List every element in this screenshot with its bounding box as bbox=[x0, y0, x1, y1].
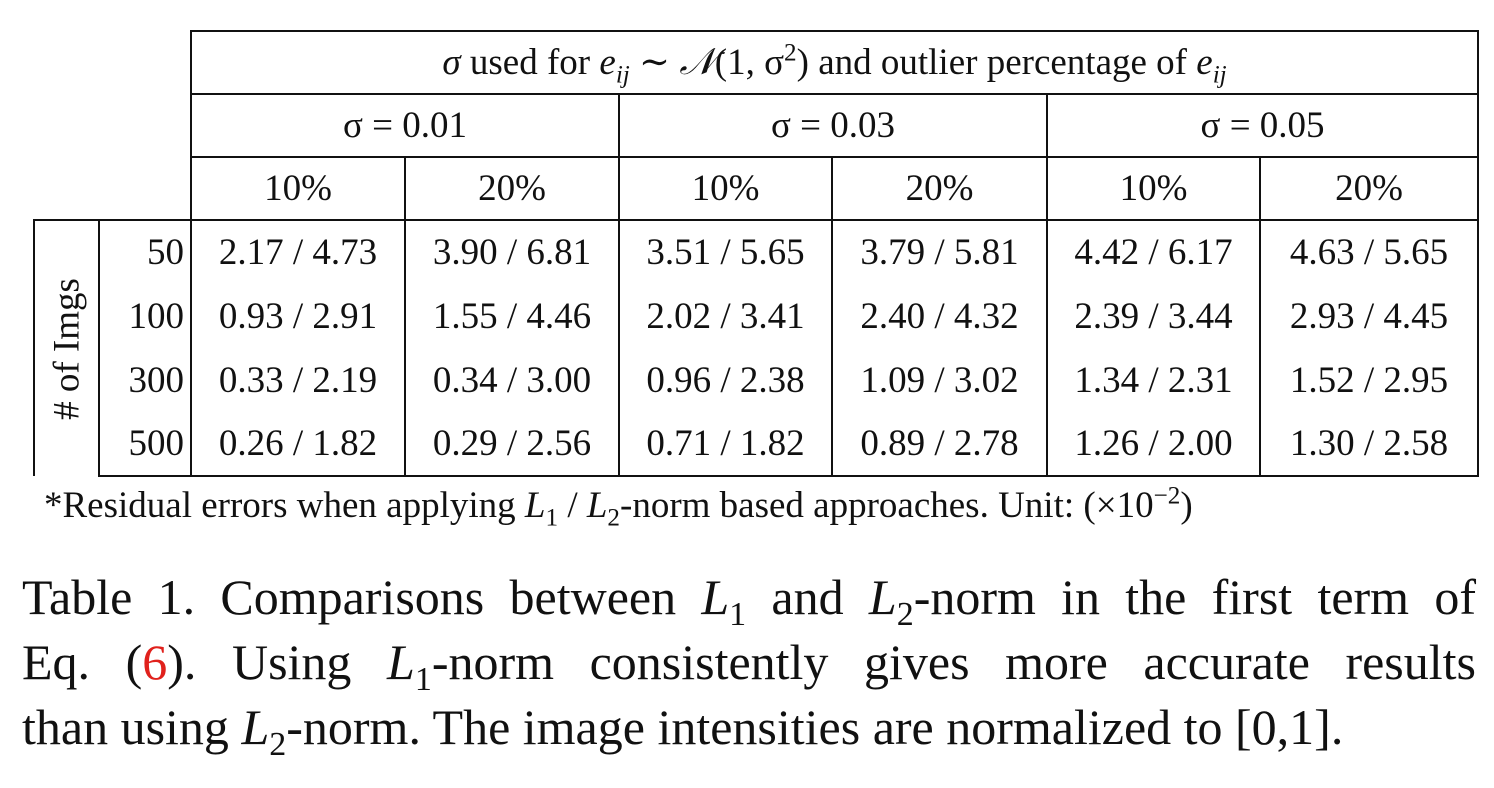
caption-text: than using bbox=[22, 699, 242, 755]
corner-blank-2 bbox=[34, 94, 191, 157]
sigma-header: σ = 0.05 bbox=[1045, 93, 1480, 158]
table-cell: 4.63 / 5.65 bbox=[1258, 219, 1480, 284]
l-symbol: L bbox=[241, 699, 270, 755]
pct-header: 20% bbox=[1258, 156, 1480, 221]
table-caption: Table 1. Comparisons between L1 and L2-n… bbox=[22, 565, 1476, 763]
normal-dist-symbol: 𝒩 bbox=[679, 42, 715, 83]
table-cell: 0.89 / 2.78 bbox=[831, 412, 1048, 477]
sigma-symbol: σ bbox=[442, 42, 461, 83]
l2-subscript: 2 bbox=[607, 504, 620, 532]
footnote-text-1: *Residual errors when applying bbox=[44, 485, 525, 526]
caption-text: ). Using bbox=[167, 634, 387, 690]
footnote-slash: / bbox=[558, 485, 587, 526]
footnote-text-2: -norm based approaches. Unit: (×10 bbox=[620, 485, 1154, 526]
pct-header: 20% bbox=[831, 156, 1048, 221]
e-subscript: ij bbox=[615, 61, 630, 89]
caption-line-3: than using L2-norm. The image intensitie… bbox=[22, 695, 1476, 763]
l-symbol-2: L bbox=[586, 485, 608, 526]
table-cell: 0.71 / 1.82 bbox=[618, 412, 833, 477]
l-symbol: L bbox=[524, 485, 546, 526]
sigma-header: σ = 0.03 bbox=[618, 93, 1048, 158]
header-main: σ used for eij ∼ 𝒩(1, σ2) and outlier pe… bbox=[189, 30, 1480, 95]
e-symbol: e bbox=[599, 42, 616, 83]
pct-header: 10% bbox=[618, 156, 833, 221]
table-cell: 1.30 / 2.58 bbox=[1258, 412, 1480, 477]
caption-text: -norm. The image intensities are normali… bbox=[286, 699, 1344, 755]
table-cell: 2.93 / 4.45 bbox=[1258, 284, 1480, 348]
l1-subscript: 1 bbox=[729, 596, 747, 633]
caption-text: -norm consistently gives more accurate r… bbox=[431, 634, 1476, 690]
l-symbol: L bbox=[387, 634, 415, 690]
squared-superscript: 2 bbox=[784, 39, 797, 67]
table-cell: 0.34 / 3.00 bbox=[404, 348, 620, 412]
l1-subscript: 1 bbox=[545, 504, 559, 532]
table-row: 300 0.33 / 2.19 0.34 / 3.00 0.96 / 2.38 … bbox=[34, 348, 1480, 412]
l2-subscript: 2 bbox=[269, 726, 287, 763]
l-symbol: L bbox=[701, 569, 730, 625]
table-cell: 2.02 / 3.41 bbox=[618, 284, 833, 348]
table-cell: 1.34 / 2.31 bbox=[1046, 348, 1261, 412]
caption-line-1: Table 1. Comparisons between L1 and L2-n… bbox=[22, 565, 1476, 633]
caption-text: -norm in the first term of bbox=[913, 569, 1476, 625]
img-count: 50 bbox=[98, 219, 192, 284]
table-row: # of Imgs 50 2.17 / 4.73 3.90 / 6.81 3.5… bbox=[33, 219, 1480, 476]
row-axis-label: # of Imgs bbox=[46, 277, 87, 420]
corner-blank-3 bbox=[34, 157, 191, 220]
caption-text: Eq. ( bbox=[22, 634, 143, 690]
table-row: 500 0.26 / 1.82 0.29 / 2.56 0.71 / 1.82 … bbox=[34, 412, 1480, 477]
dist-params: (1, σ bbox=[714, 42, 785, 83]
table-cell: 3.79 / 5.81 bbox=[831, 219, 1048, 284]
sim-symbol: ∼ bbox=[629, 42, 680, 83]
footnote-text-3: ) bbox=[1180, 485, 1193, 526]
table-cell: 3.90 / 6.81 bbox=[404, 219, 620, 284]
table-cell: 0.29 / 2.56 bbox=[404, 412, 620, 477]
l2-subscript: 2 bbox=[896, 596, 914, 633]
table-cell: 0.93 / 2.91 bbox=[190, 284, 406, 348]
table-cell: 2.40 / 4.32 bbox=[831, 284, 1048, 348]
table-cell: 1.26 / 2.00 bbox=[1046, 412, 1261, 477]
table-cell: 0.26 / 1.82 bbox=[190, 412, 406, 477]
sigma-header: σ = 0.01 bbox=[190, 93, 620, 158]
table-cell: 2.17 / 4.73 bbox=[190, 219, 406, 284]
table-footnote: *Residual errors when applying L1 / L2-n… bbox=[44, 482, 1193, 531]
e-symbol-2: e bbox=[1196, 42, 1213, 83]
table-cell: 1.52 / 2.95 bbox=[1258, 348, 1480, 412]
corner-blank bbox=[34, 31, 191, 94]
table-cell: 3.51 / 5.65 bbox=[618, 219, 833, 284]
row-axis-label-cell: # of Imgs bbox=[33, 219, 100, 476]
caption-text: Table 1. Comparisons between bbox=[22, 569, 702, 625]
caption-line-2: Eq. (6). Using L1-norm consistently give… bbox=[22, 630, 1476, 698]
img-count: 100 bbox=[98, 284, 192, 348]
l-symbol: L bbox=[868, 569, 897, 625]
table-cell: 1.09 / 3.02 bbox=[831, 348, 1048, 412]
dist-close: ) bbox=[796, 42, 809, 83]
table-cell: 4.42 / 6.17 bbox=[1046, 219, 1261, 284]
l1-subscript: 1 bbox=[414, 661, 432, 698]
img-count: 300 bbox=[98, 348, 192, 412]
img-count: 500 bbox=[98, 412, 192, 477]
pct-header: 20% bbox=[404, 156, 620, 221]
table-cell: 0.96 / 2.38 bbox=[618, 348, 833, 412]
table-cell: 0.33 / 2.19 bbox=[190, 348, 406, 412]
header-text-1: used for bbox=[460, 42, 600, 83]
results-table: σ used for eij ∼ 𝒩(1, σ2) and outlier pe… bbox=[33, 30, 1480, 477]
table-cell: 2.39 / 3.44 bbox=[1046, 284, 1261, 348]
equation-reference-link[interactable]: 6 bbox=[142, 634, 168, 690]
pct-header: 10% bbox=[1046, 156, 1261, 221]
pct-header: 10% bbox=[190, 156, 406, 221]
header-text-2: and outlier percentage of bbox=[808, 42, 1197, 83]
caption-text: and bbox=[746, 569, 869, 625]
table-cell: 1.55 / 4.46 bbox=[404, 284, 620, 348]
table-row: 100 0.93 / 2.91 1.55 / 4.46 2.02 / 3.41 … bbox=[34, 284, 1480, 348]
e-subscript-2: ij bbox=[1212, 61, 1227, 89]
unit-exponent: −2 bbox=[1153, 482, 1181, 510]
